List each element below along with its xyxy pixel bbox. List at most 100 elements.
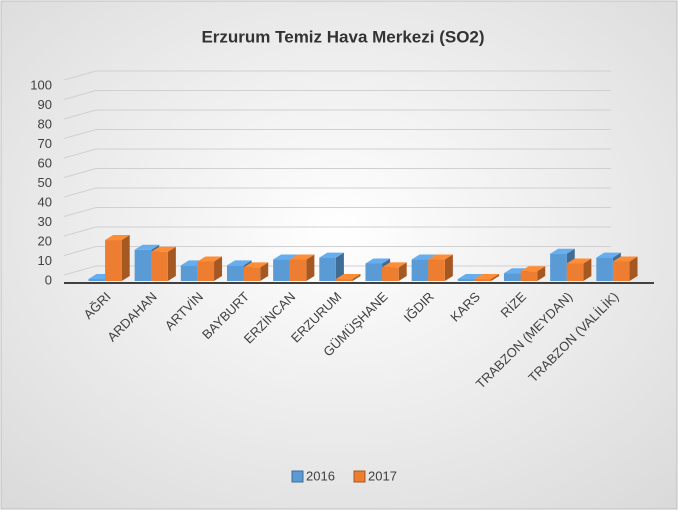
grid-line	[63, 109, 611, 120]
bar	[226, 265, 244, 281]
bar	[550, 253, 567, 281]
bar-3d	[105, 235, 130, 281]
bar-top	[243, 262, 269, 268]
bar-3d	[335, 274, 361, 281]
bar-3d	[319, 252, 344, 281]
bar-top	[612, 256, 638, 262]
y-tick-label: 10	[38, 253, 52, 268]
bar-side	[352, 274, 361, 281]
bar-side	[491, 274, 500, 281]
bar-3d	[382, 262, 407, 281]
y-tick-label: 50	[38, 175, 52, 190]
bar-3d	[566, 258, 592, 281]
bar	[382, 267, 399, 281]
bar-top	[273, 254, 298, 260]
bar	[612, 261, 630, 281]
bar	[319, 257, 336, 281]
bar-side	[629, 256, 638, 281]
bar	[365, 263, 383, 281]
bar-top	[134, 244, 160, 250]
y-tick-label: 40	[38, 194, 52, 209]
bar-3d	[243, 262, 269, 281]
y-tick-label: 90	[38, 97, 52, 112]
bar	[289, 259, 307, 281]
bar	[457, 279, 475, 281]
bar-top	[457, 274, 483, 280]
bar-top	[474, 274, 500, 280]
grid-line	[63, 148, 611, 159]
bar-side	[167, 246, 176, 281]
bar	[474, 279, 492, 281]
y-tick-label: 70	[38, 136, 52, 151]
legend-swatch	[291, 470, 304, 483]
bar	[134, 249, 152, 281]
bar-3d	[151, 246, 176, 281]
bar	[335, 279, 353, 281]
bar-side	[398, 262, 407, 281]
bar	[596, 257, 613, 281]
bar	[180, 265, 198, 281]
y-tick-label: 0	[45, 272, 52, 287]
bar-top	[105, 235, 130, 241]
bar-top	[335, 274, 361, 280]
grid-line	[63, 207, 611, 217]
bar-3d	[289, 254, 315, 281]
bar-top	[226, 260, 252, 266]
floor	[64, 282, 654, 284]
bar-top	[319, 252, 344, 258]
y-tick-label: 60	[38, 155, 52, 170]
bar	[428, 259, 445, 281]
bar-3d	[612, 256, 638, 281]
bar-top	[566, 258, 592, 264]
bar-top	[289, 254, 315, 260]
bar	[243, 267, 261, 281]
bar-side	[306, 254, 315, 281]
bar-side	[583, 258, 592, 281]
bar	[105, 240, 122, 281]
bar-side	[214, 256, 223, 281]
chart-title: Erzurum Temiz Hava Merkezi (SO2)	[201, 27, 484, 46]
bar	[273, 259, 290, 281]
bar-3d	[197, 256, 223, 281]
bar-side	[537, 266, 546, 281]
bar-side	[444, 254, 453, 281]
y-tick-label: 30	[38, 214, 52, 229]
bar-top	[197, 256, 223, 262]
y-tick-label: 80	[38, 116, 52, 131]
legend-label: 2016	[306, 468, 335, 483]
bar-top	[520, 266, 546, 272]
grid-line	[63, 246, 611, 256]
bar-top	[382, 262, 407, 268]
bar-side	[260, 262, 269, 281]
grid-line	[63, 90, 611, 100]
y-tick-label: 100	[30, 77, 52, 92]
bar-side	[335, 252, 344, 281]
grid-line	[63, 168, 611, 178]
bar	[411, 259, 429, 281]
grid-line	[63, 70, 611, 81]
bar	[197, 261, 215, 281]
grid-line	[63, 226, 611, 237]
bar-3d	[428, 254, 453, 281]
y-tick-label: 20	[38, 233, 52, 248]
bar-top	[365, 258, 391, 264]
bar	[503, 273, 521, 281]
grid-line	[63, 187, 611, 198]
bar-3d	[520, 266, 546, 281]
legend-label: 2017	[368, 468, 397, 483]
grid-line	[63, 129, 611, 139]
bar-side	[121, 235, 130, 281]
legend-swatch	[353, 470, 366, 483]
bar	[88, 279, 106, 281]
bar-top	[596, 252, 621, 258]
bar-top	[151, 246, 176, 252]
bar-top	[428, 254, 453, 260]
bar-top	[550, 248, 575, 254]
bar-3d	[474, 274, 500, 281]
bar	[566, 263, 584, 281]
bar	[151, 251, 168, 281]
bar	[520, 271, 538, 281]
bar-top	[411, 254, 437, 260]
